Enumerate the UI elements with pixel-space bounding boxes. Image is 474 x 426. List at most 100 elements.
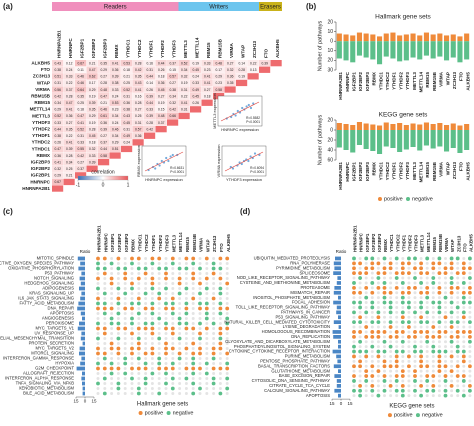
row-label: DNA_REPLICATION [291,334,330,339]
dot [358,271,362,276]
dot [461,261,466,266]
dot [204,276,209,281]
cell-value: 0.19 [89,121,96,125]
bar [377,125,383,130]
dot [388,310,393,315]
dot [419,335,423,339]
cell [121,66,133,73]
dot [130,297,134,300]
dot [136,326,141,331]
x-axis-label: Hallmark gene sets [137,402,188,408]
dot [382,271,387,276]
cell [121,73,133,80]
cell-value: 0.39 [147,114,154,118]
cell [132,86,144,93]
cell [75,165,87,172]
x-tick-label: YTHDC2 [385,72,390,91]
bar [350,130,356,153]
dot [123,266,128,271]
cell-value: 0.19 [239,75,246,79]
cell [75,73,87,80]
dot [431,271,435,275]
dot [198,342,202,345]
dot [225,297,229,300]
dot [407,330,411,334]
dot [370,310,374,314]
cell [224,66,236,73]
dot [407,374,411,378]
cell-value: 0.44 [158,61,165,65]
row-label: ALLOGRAFT_REJECTION [23,371,74,376]
dot [364,364,368,368]
dot [376,301,380,305]
dot [150,301,155,306]
cell [167,66,179,73]
ratio-bar [336,310,341,315]
dot [143,376,148,381]
dot [110,297,114,300]
cell [121,139,133,146]
dot [468,305,472,309]
dot [388,325,393,329]
dot [164,346,168,351]
dot [407,310,411,314]
dot [370,276,374,280]
dot [358,286,362,290]
dot [358,374,362,378]
inset-xlabel: YTHDF3 expression [226,177,262,182]
bar [444,125,450,130]
dot [164,301,168,306]
cell [121,86,133,93]
legend-swatch [166,411,171,415]
cell-value: 0.43 [135,81,142,85]
dot [437,340,441,344]
dot [109,361,114,366]
dot [212,362,216,365]
dot [212,257,216,260]
ratio-bar [82,391,85,396]
dot [394,349,399,354]
cell [52,60,64,67]
ratio-bar [338,339,341,344]
cell [109,112,121,120]
dot [116,286,121,291]
x-tick-label: IGF2BP3 [365,72,370,92]
dot [468,374,472,378]
dot [352,384,356,388]
dot [437,276,441,280]
dot [449,334,454,339]
column-label: IGF2BP1 [110,233,115,252]
panel-label: (c) [3,207,13,216]
cell [167,60,179,67]
dot [116,307,120,310]
ratio-bar [77,326,85,331]
row-label: HNRNPC [30,179,50,184]
row-label: INTERFERON_GAMMA_RESPONSE [3,356,74,361]
row-label: PROTEASOME [300,285,330,290]
dot [449,266,454,271]
dot [389,256,393,260]
dot [400,271,405,276]
dot [198,366,202,371]
dot [225,281,230,286]
dot [407,379,411,383]
dot [164,321,168,326]
cell-value: 0.39 [262,61,269,65]
diagonal-cell [121,145,133,153]
cell [213,73,225,80]
bar [377,36,383,42]
dot [218,341,223,346]
dot [437,334,442,339]
column-label: ZC3H13 [212,235,217,252]
panel-label: (a) [3,2,13,11]
bar [370,130,376,151]
scatter-point [160,159,163,163]
dot [425,334,430,339]
cell [75,159,87,166]
dot [103,382,107,385]
dot [352,296,356,300]
dot [130,342,134,345]
dot [212,317,216,320]
dot [103,342,107,345]
dot [425,379,430,383]
